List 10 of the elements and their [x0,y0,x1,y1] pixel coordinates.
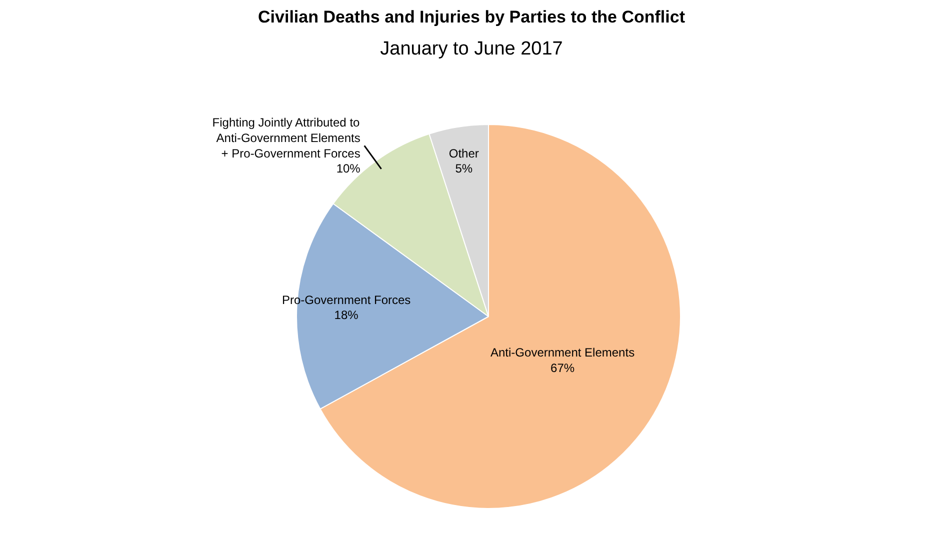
chart-title: Civilian Deaths and Injuries by Parties to the Conflict [258,8,686,26]
slice-label: Fighting Jointly Attributed to Anti-Government Elements + Pro-Government Forces [212,116,360,160]
slice-label: Pro-Government Forces [282,292,411,307]
slice-label: Anti-Government Elements [490,346,635,360]
data-label: 10% [336,162,361,176]
data-label: 18% [334,308,359,322]
data-label: 67% [550,360,575,375]
data-label: 5% [455,162,473,176]
chart-subtitle: January to June 2017 [380,38,563,60]
slice-label: Other [448,146,479,160]
